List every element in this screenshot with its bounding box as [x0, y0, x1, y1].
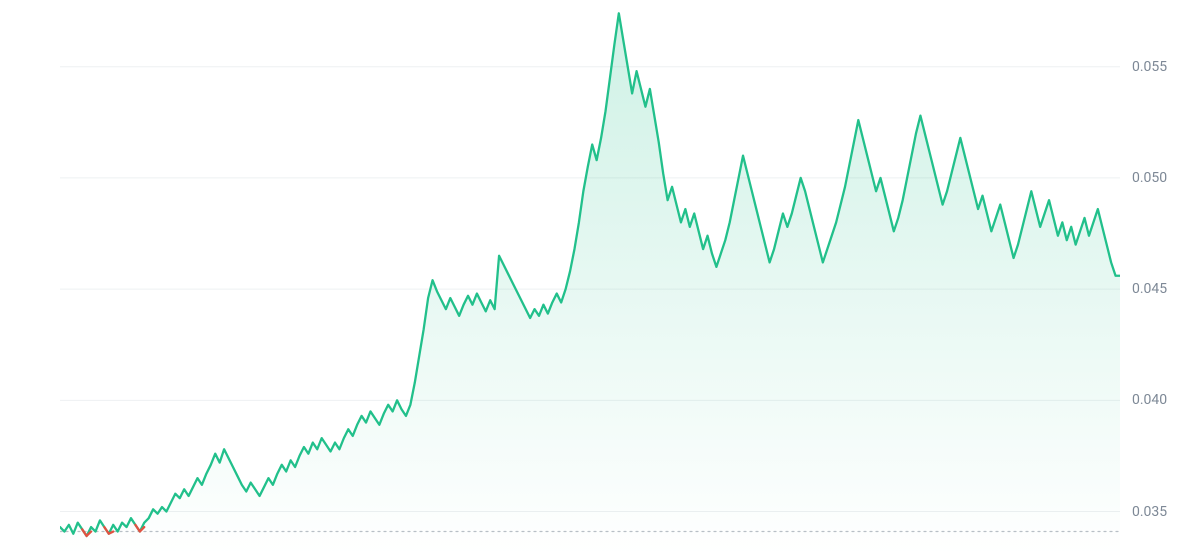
y-tick-label: 0.050 [1132, 170, 1167, 186]
y-tick-label: 0.035 [1132, 504, 1167, 520]
y-tick-label: 0.045 [1132, 281, 1167, 297]
chart-svg [60, 0, 1120, 556]
chart-plot-area [60, 0, 1120, 556]
price-chart[interactable]: 0.035 0.040 0.045 0.050 0.055 [0, 0, 1200, 556]
y-tick-label: 0.055 [1132, 59, 1167, 75]
y-axis: 0.035 0.040 0.045 0.050 0.055 [1120, 0, 1200, 556]
y-tick-label: 0.040 [1132, 392, 1167, 408]
